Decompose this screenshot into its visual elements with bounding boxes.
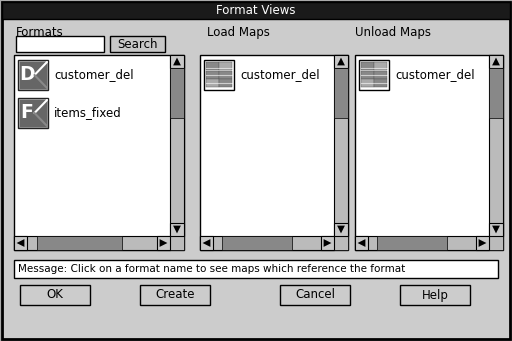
- Bar: [37, 236, 122, 250]
- Polygon shape: [16, 239, 25, 247]
- Bar: [219, 62, 231, 70]
- Bar: [14, 236, 27, 250]
- Polygon shape: [160, 239, 167, 247]
- Bar: [157, 236, 170, 250]
- Bar: [18, 98, 48, 128]
- Text: Create: Create: [155, 288, 195, 301]
- Bar: [2, 2, 510, 19]
- Polygon shape: [337, 226, 345, 233]
- Text: Help: Help: [421, 288, 449, 301]
- Bar: [14, 236, 170, 250]
- Text: customer_del: customer_del: [395, 69, 475, 81]
- Bar: [321, 236, 334, 250]
- Bar: [222, 236, 292, 250]
- Bar: [374, 71, 387, 79]
- Bar: [219, 71, 231, 79]
- Bar: [489, 68, 503, 118]
- Polygon shape: [492, 58, 500, 65]
- Bar: [355, 55, 503, 250]
- Bar: [355, 236, 368, 250]
- Bar: [489, 55, 503, 236]
- Bar: [18, 60, 48, 90]
- Bar: [19, 99, 47, 127]
- Bar: [170, 55, 184, 236]
- Bar: [377, 236, 447, 250]
- Bar: [200, 236, 213, 250]
- Bar: [361, 79, 373, 88]
- Bar: [19, 61, 47, 89]
- Polygon shape: [173, 58, 181, 65]
- Bar: [170, 68, 184, 118]
- Bar: [14, 260, 498, 278]
- Bar: [374, 79, 387, 88]
- Bar: [400, 285, 470, 305]
- Bar: [334, 236, 348, 250]
- Bar: [489, 236, 503, 250]
- Bar: [359, 60, 389, 90]
- Polygon shape: [337, 58, 345, 65]
- Bar: [170, 236, 184, 250]
- Bar: [476, 236, 489, 250]
- Text: Format Views: Format Views: [216, 4, 296, 17]
- Bar: [20, 285, 90, 305]
- Text: F: F: [20, 104, 33, 122]
- Bar: [280, 285, 350, 305]
- Bar: [219, 79, 231, 88]
- Bar: [16, 36, 104, 52]
- Text: Cancel: Cancel: [295, 288, 335, 301]
- Bar: [334, 68, 348, 118]
- Bar: [206, 71, 219, 79]
- Bar: [14, 55, 184, 250]
- Text: Load Maps: Load Maps: [207, 26, 270, 39]
- Text: customer_del: customer_del: [240, 69, 319, 81]
- Bar: [334, 55, 348, 68]
- Bar: [334, 55, 348, 236]
- Bar: [334, 223, 348, 236]
- Text: customer_del: customer_del: [54, 69, 134, 81]
- Polygon shape: [479, 239, 486, 247]
- Polygon shape: [492, 226, 500, 233]
- Bar: [489, 223, 503, 236]
- Bar: [170, 55, 184, 68]
- Bar: [361, 71, 373, 79]
- Text: Unload Maps: Unload Maps: [355, 26, 431, 39]
- Bar: [374, 62, 387, 70]
- Bar: [204, 60, 234, 90]
- Bar: [110, 36, 165, 52]
- Bar: [361, 62, 373, 70]
- Bar: [170, 223, 184, 236]
- Bar: [19, 99, 47, 127]
- Text: items_fixed: items_fixed: [54, 106, 122, 119]
- Text: Message: Click on a format name to see maps which reference the format: Message: Click on a format name to see m…: [18, 264, 406, 274]
- Bar: [200, 236, 334, 250]
- Bar: [200, 55, 348, 250]
- Polygon shape: [324, 239, 331, 247]
- Bar: [206, 79, 219, 88]
- Text: OK: OK: [47, 288, 63, 301]
- Bar: [206, 62, 219, 70]
- Text: Search: Search: [117, 38, 157, 50]
- Polygon shape: [203, 239, 210, 247]
- Bar: [489, 55, 503, 68]
- Bar: [140, 285, 210, 305]
- Bar: [355, 236, 489, 250]
- Polygon shape: [357, 239, 366, 247]
- Text: D: D: [19, 65, 35, 85]
- Bar: [19, 61, 47, 89]
- Text: Formats: Formats: [16, 26, 64, 39]
- Polygon shape: [173, 226, 181, 233]
